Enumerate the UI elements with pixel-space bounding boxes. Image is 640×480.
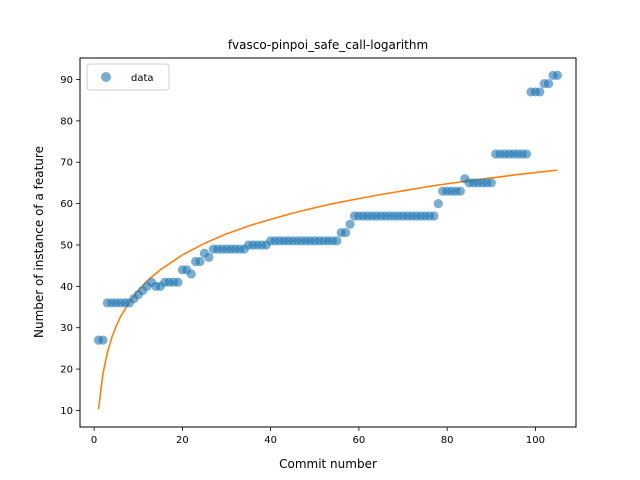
x-tick-label: 80 [441,435,454,446]
data-point [186,269,196,279]
data-point [204,252,214,262]
legend: data [86,63,170,91]
y-tick-label: 30 [60,323,73,334]
y-tick-label: 50 [60,240,73,251]
data-point [332,236,342,246]
data-point [544,79,554,89]
x-axis: 0 20 40 60 80 100 [91,427,545,446]
data-point [173,277,183,287]
data-point [521,149,532,159]
data-point [535,87,545,97]
legend-marker-data [101,72,111,82]
data-point [98,335,108,345]
y-axis: 10 20 30 40 50 60 70 80 90 [60,75,80,417]
y-tick-label: 60 [60,199,73,210]
data-point [195,256,205,267]
data-point [341,227,351,238]
data-point [552,70,563,80]
data-point [455,186,465,196]
fit-line-layer [97,169,558,410]
plot-frame [79,57,577,428]
y-axis-title: Number of instance of a feature [32,146,46,338]
data-points-layer [93,70,563,345]
y-tick-label: 40 [60,282,73,293]
chart-title: fvasco-pinpoi_safe_call-logarithm [228,38,428,52]
fit-line [97,169,558,410]
legend-label-data: data [131,73,154,84]
y-tick-label: 20 [60,365,73,376]
x-tick-label: 60 [353,435,366,446]
x-tick-label: 100 [526,435,545,446]
data-point [486,178,496,188]
y-tick-label: 80 [60,116,73,127]
y-tick-label: 10 [60,406,73,417]
y-tick-label: 70 [60,158,73,169]
data-point [429,211,439,221]
data-point [345,219,355,229]
data-point [433,199,443,209]
y-tick-label: 90 [60,75,73,86]
x-tick-label: 40 [264,435,277,446]
x-axis-title: Commit number [279,457,377,471]
x-tick-label: 0 [91,435,97,446]
legend-box [86,63,170,91]
x-tick-label: 20 [176,435,189,446]
